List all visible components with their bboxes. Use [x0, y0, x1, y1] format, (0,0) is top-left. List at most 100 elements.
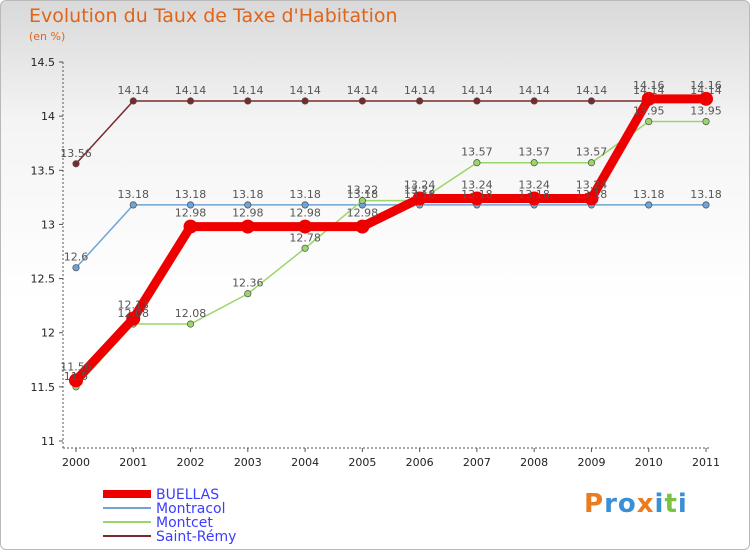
data-label: 14.14 [289, 84, 321, 97]
series-line-buellas [72, 94, 706, 384]
data-label: 12.98 [347, 207, 379, 220]
data-point [72, 264, 80, 272]
data-point [186, 320, 195, 328]
data-point [645, 201, 653, 209]
data-point [645, 118, 653, 126]
data-label: 14.14 [347, 84, 379, 97]
data-point [358, 97, 366, 105]
data-point [416, 97, 424, 105]
y-tick-label: 13 [41, 218, 55, 231]
chart-title: Evolution du Taux de Taxe d'Habitation [29, 5, 398, 27]
data-label: 14.16 [690, 79, 722, 92]
data-label: 12.08 [175, 307, 207, 320]
proxiti-logo: Proxiti [584, 489, 688, 519]
data-point [473, 159, 481, 167]
data-label: 13.24 [404, 178, 436, 191]
data-point [129, 201, 137, 209]
y-tick-label: 13.5 [31, 164, 56, 177]
data-label: 13.18 [118, 188, 150, 201]
data-point [298, 219, 313, 234]
logo-part-ro: ro [604, 489, 637, 519]
data-label: 14.16 [633, 79, 665, 92]
data-label: 13.95 [633, 105, 665, 118]
data-label: 13.22 [404, 184, 436, 197]
data-point [358, 197, 366, 205]
data-label: 14.14 [461, 84, 493, 97]
y-tick-label: 12.5 [31, 273, 56, 286]
x-tick-label: 2006 [406, 456, 434, 469]
data-label: 14.14 [232, 84, 264, 97]
x-tick-label: 2000 [62, 456, 90, 469]
data-label: 13.18 [347, 188, 379, 201]
series-lines [69, 91, 713, 391]
data-label: 13.18 [690, 188, 722, 201]
data-label: 12.13 [118, 299, 150, 312]
x-tick-label: 2005 [348, 456, 376, 469]
logo-part-i2: i [677, 489, 688, 519]
data-point [587, 159, 596, 167]
data-point [186, 97, 195, 105]
data-label: 13.18 [461, 188, 493, 201]
x-tick-label: 2007 [463, 456, 491, 469]
data-point [69, 373, 83, 388]
legend-label: BUELLAS [156, 487, 219, 503]
data-point [240, 219, 255, 234]
data-point [584, 191, 599, 206]
data-label: 12.78 [289, 231, 321, 244]
axes: 11 11.5 12 12.5 13 13.5 14 14.5 2000 2001 2002 2003… [31, 56, 721, 469]
logo-part-p: P [584, 489, 605, 519]
data-point [244, 201, 252, 209]
data-point [699, 91, 713, 106]
data-point [72, 160, 80, 168]
data-point [587, 97, 596, 105]
data-label: 13.56 [60, 147, 92, 160]
y-tick-label: 14.5 [31, 56, 56, 69]
x-tick-label: 2009 [577, 456, 605, 469]
data-point [641, 91, 656, 106]
data-label: 14.14 [518, 84, 550, 97]
x-tick-label: 2001 [119, 456, 147, 469]
data-label: 12.6 [64, 251, 89, 264]
data-label: 14.14 [576, 84, 608, 97]
y-tick-label: 11.5 [31, 381, 56, 394]
data-point [183, 219, 198, 234]
data-point [186, 201, 195, 209]
data-labels: 13.56 14.14 14.14 14.14 14.14 14.14 14.14 14.14… [60, 79, 722, 383]
y-tick-label: 14 [41, 110, 55, 123]
logo-part-x: x [636, 489, 655, 519]
chart-unit-label: (en %) [29, 30, 66, 43]
data-label: 13.18 [633, 188, 665, 201]
data-point [527, 191, 542, 206]
legend-label: Montcet [156, 515, 213, 531]
data-point [244, 97, 252, 105]
series-line-saint-r-my [75, 100, 706, 165]
logo-part-t: t [664, 489, 678, 519]
data-label: 14.14 [690, 84, 722, 97]
data-label: 13.18 [518, 188, 550, 201]
data-label: 14.14 [175, 84, 207, 97]
data-label: 14.14 [118, 84, 150, 97]
data-label: 12.98 [232, 207, 264, 220]
data-label: 13.24 [461, 178, 493, 191]
x-tick-label: 2011 [692, 456, 720, 469]
data-label: 13.18 [576, 188, 608, 201]
data-label: 13.18 [232, 188, 264, 201]
data-label: 13.18 [404, 188, 436, 201]
data-point [301, 201, 309, 209]
x-tick-label: 2003 [234, 456, 262, 469]
data-label: 13.57 [518, 146, 550, 159]
data-point [412, 191, 427, 206]
data-label: 12.98 [289, 207, 321, 220]
data-point [530, 159, 538, 167]
data-label: 13.24 [518, 178, 550, 191]
data-label: 13.24 [576, 178, 608, 191]
series-line-montracol [75, 204, 706, 269]
data-label: 13.18 [289, 188, 321, 201]
data-point [301, 244, 309, 252]
series-line-montcet [75, 120, 706, 388]
legend-label: Saint-Rémy [156, 529, 236, 545]
data-point [129, 97, 137, 105]
data-point [530, 97, 538, 105]
